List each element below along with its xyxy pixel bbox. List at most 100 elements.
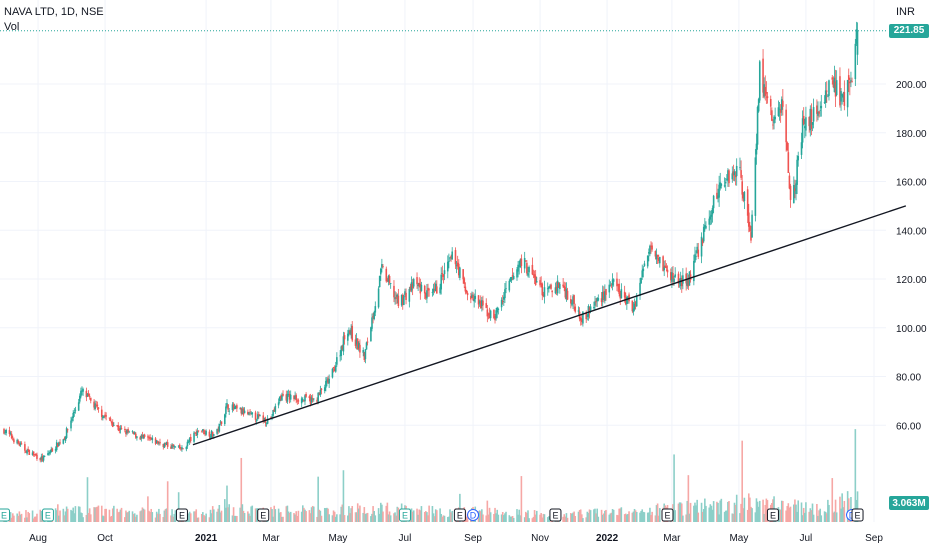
candle-body <box>393 285 395 298</box>
candle-body <box>465 289 468 293</box>
volume-bar <box>734 504 737 522</box>
x-tick-label: Sep <box>464 533 482 544</box>
candle-body <box>50 449 53 453</box>
candle-body <box>109 418 112 422</box>
volume-bar <box>425 511 427 522</box>
volume-bar <box>13 515 15 522</box>
candle-body <box>624 297 627 305</box>
candle-body <box>135 433 137 438</box>
volume-bar <box>120 507 123 522</box>
candle-body <box>131 431 134 433</box>
volume-bar <box>189 513 192 522</box>
candle-body <box>439 287 441 294</box>
candle-body <box>657 257 660 262</box>
y-tick-label: 80.00 <box>896 373 921 384</box>
candle-body <box>582 311 584 324</box>
event-label: E <box>552 511 558 521</box>
volume-bar <box>395 515 397 522</box>
volume-bar <box>531 518 534 522</box>
volume-bar <box>373 511 375 522</box>
volume-bar <box>488 507 491 522</box>
volume-bar <box>619 508 622 522</box>
candle-body <box>116 425 118 427</box>
volume-bar <box>478 510 481 522</box>
candle-body <box>62 439 65 444</box>
volume-bar <box>519 515 522 522</box>
volume-bar <box>797 500 800 522</box>
candle-body <box>711 207 714 215</box>
candle-body <box>165 442 168 446</box>
candle-body <box>808 116 811 127</box>
candle-body <box>804 126 806 129</box>
candle-body <box>36 454 38 459</box>
candle-body <box>365 342 368 350</box>
volume-bar <box>587 512 590 522</box>
volume-bar <box>479 511 482 522</box>
volume-bar <box>347 515 349 522</box>
candle-body <box>749 225 751 232</box>
volume-bar <box>751 508 753 522</box>
volume-bar <box>236 515 238 522</box>
candle-body <box>341 345 344 350</box>
candle-body <box>57 443 59 447</box>
volume-bar <box>740 503 742 522</box>
earnings-marker: E <box>661 508 674 522</box>
volume-bar <box>728 501 730 522</box>
volume-bar <box>370 516 372 522</box>
volume-bar <box>486 500 489 522</box>
earnings-marker: E <box>766 508 779 522</box>
volume-bar <box>319 510 322 522</box>
volume-legend[interactable]: Vol <box>4 21 20 33</box>
volume-bar <box>616 514 618 522</box>
candle-body <box>732 171 735 176</box>
volume-bar <box>441 516 444 522</box>
candle-body <box>64 436 67 441</box>
event-label: E <box>179 511 185 521</box>
volume-bar <box>794 499 796 522</box>
volume-bar <box>593 509 595 522</box>
volume-bar <box>487 514 490 522</box>
volume-bar <box>151 512 154 522</box>
volume-bar <box>141 507 144 522</box>
volume-bar <box>109 516 112 522</box>
volume-bar <box>796 511 798 522</box>
candle-body <box>351 325 354 341</box>
volume-bar <box>104 508 106 522</box>
candle-body <box>332 367 335 369</box>
volume-bar <box>674 510 676 522</box>
candle-body <box>572 296 574 304</box>
candle-body <box>746 189 749 216</box>
volume-bar <box>702 509 705 522</box>
volume-bar <box>388 511 391 522</box>
candle-body <box>646 255 649 267</box>
volume-bar <box>100 505 103 522</box>
candle-body <box>378 275 381 288</box>
candle-body <box>577 310 580 312</box>
volume-bar <box>733 502 736 522</box>
volume-bar <box>695 505 697 522</box>
volume-bar <box>88 508 91 522</box>
x-tick-label: Oct <box>97 533 113 544</box>
candle-body <box>571 303 573 305</box>
candle-body <box>600 298 603 303</box>
candle-body <box>193 432 195 442</box>
candle-body <box>687 279 690 287</box>
volume-bar <box>788 507 791 522</box>
volume-bar <box>247 511 249 522</box>
volume-bar <box>364 513 367 522</box>
volume-bar <box>173 513 176 522</box>
symbol-legend[interactable]: NAVA LTD, 1D, NSE <box>4 6 104 18</box>
volume-bar <box>64 511 67 522</box>
volume-bar <box>102 515 104 522</box>
candle-body <box>487 314 490 316</box>
y-tick-label: 200.00 <box>896 80 927 91</box>
volume-bar <box>331 515 334 522</box>
candle-body <box>210 430 213 438</box>
volume-bar <box>709 504 712 522</box>
event-label: E <box>45 511 51 521</box>
candle-body <box>9 433 12 435</box>
volume-bar <box>93 507 95 522</box>
candle-body <box>477 295 480 305</box>
candle-body <box>800 142 803 155</box>
